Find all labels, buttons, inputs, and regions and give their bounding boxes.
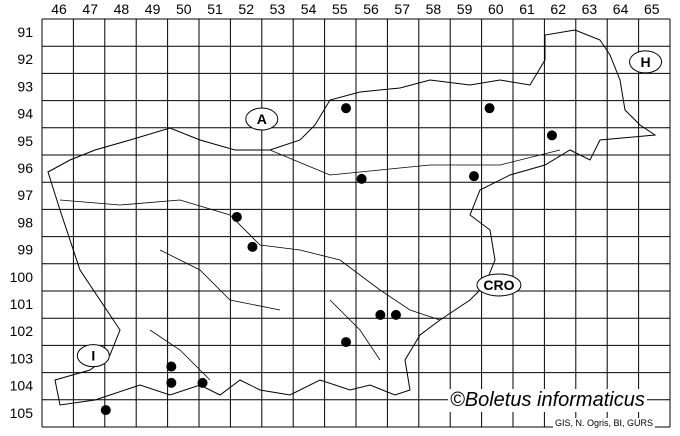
row-label: 95 [17,133,33,149]
column-label: 52 [238,1,254,17]
column-label: 65 [644,1,660,17]
country-label-ellipse [76,344,110,368]
river [59,149,561,381]
column-label: 51 [207,1,223,17]
occurrence-dot [100,405,111,416]
country-label: I [91,348,95,364]
country-labels: A H CRO I [76,50,663,368]
occurrence-dot [166,377,177,388]
occurrence-dot [341,103,352,114]
column-label: 49 [145,1,161,17]
column-label: 64 [613,1,629,17]
row-label: 101 [10,296,34,312]
occurrence-dots [100,103,557,416]
column-label: 53 [270,1,286,17]
column-label: 50 [176,1,192,17]
occurrence-dot [356,173,367,184]
occurrence-dot [375,309,386,320]
occurrence-dot [390,309,401,320]
row-label: 98 [17,214,33,230]
row-label: 105 [10,405,34,421]
row-label: 92 [17,51,33,67]
column-label: 59 [457,1,473,17]
country-label: A [257,111,267,127]
country-label-ellipse [476,273,522,297]
occurrence-dot [546,130,557,141]
grid-labels: 46 47 48 49 50 51 52 53 54 55 56 57 58 59 60 61 62 63 64 65… [10,1,660,421]
column-label: 46 [51,1,67,17]
row-label: 94 [17,106,33,122]
occurrence-dot [468,171,479,182]
occurrence-dot [247,241,258,252]
copyright-credit: ©Boletus informaticus [448,389,647,412]
occurrence-dot [231,211,242,222]
country-label: CRO [483,277,514,293]
column-label: 62 [550,1,566,17]
row-label: 100 [10,269,34,285]
column-label: 54 [301,1,317,17]
column-label: 57 [394,1,410,17]
occurrence-dot [166,361,177,372]
slovenia-border [47,29,657,406]
occurrence-dot [484,103,495,114]
column-label: 61 [519,1,535,17]
column-label: 55 [332,1,348,17]
row-label: 93 [17,78,33,94]
country-label-ellipse [245,107,279,131]
occurrence-dot [197,377,208,388]
row-label: 91 [17,24,33,40]
occurrence-dot [341,337,352,348]
column-label: 48 [114,1,130,17]
row-label: 104 [10,378,34,394]
country-label: H [640,54,650,70]
column-label: 47 [82,1,98,17]
column-label: 58 [426,1,442,17]
column-label: 56 [363,1,379,17]
row-label: 102 [10,323,34,339]
row-label: 99 [17,242,33,258]
column-label: 60 [488,1,504,17]
data-source: GIS, N. Ogris, BI, GURS [553,418,656,428]
row-label: 97 [17,187,33,203]
row-label: 103 [10,350,34,366]
grid [41,18,671,428]
row-label: 96 [17,160,33,176]
column-label: 63 [582,1,598,17]
country-label-ellipse [629,50,663,74]
